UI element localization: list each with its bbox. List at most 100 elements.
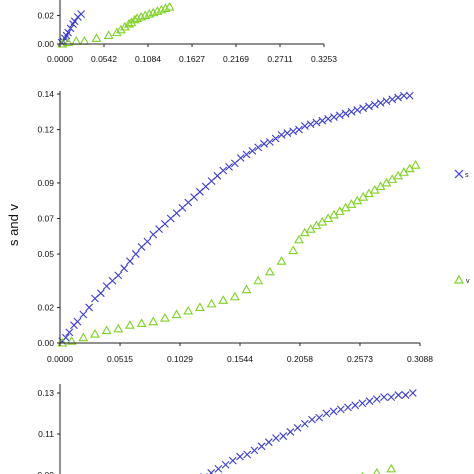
data-point-s — [250, 446, 259, 455]
x-tick-label: 0.1029 — [167, 354, 193, 364]
data-point-s — [207, 469, 216, 474]
data-point-s — [322, 409, 331, 418]
data-point-s — [388, 95, 397, 104]
data-point-v — [373, 467, 381, 474]
data-point-s — [85, 303, 94, 312]
x-tick-label: 0.2573 — [347, 354, 373, 364]
data-point-v — [148, 316, 159, 326]
panel-bottom-y-ticks: 0.13 0.11 0.09 — [37, 388, 60, 474]
x-tick-label: 0.0000 — [47, 354, 73, 364]
data-point-s — [295, 125, 303, 134]
data-point-v — [164, 1, 175, 11]
data-point-s — [365, 397, 374, 406]
data-point-s — [228, 456, 237, 465]
x-tick-label: 0.2711 — [267, 54, 293, 64]
panel-bottom-points — [200, 389, 417, 474]
data-point-v — [276, 256, 287, 265]
data-point-v — [410, 160, 421, 169]
data-point-v — [90, 328, 100, 338]
data-point-v — [159, 312, 170, 322]
data-point-s — [283, 129, 292, 138]
y-tick-label: 0.02 — [37, 302, 54, 312]
data-point-s — [335, 111, 344, 120]
data-point-s — [214, 464, 223, 473]
y-tick-label: 0.09 — [37, 470, 54, 474]
x-tick-label: 0.1544 — [227, 354, 253, 364]
data-point-v — [101, 325, 112, 335]
data-point-v — [136, 11, 147, 21]
data-point-v — [66, 336, 77, 345]
data-point-v — [264, 266, 275, 276]
data-point-s — [243, 450, 252, 459]
data-point-s — [344, 403, 352, 412]
data-point-v — [126, 17, 137, 27]
data-point-s — [66, 24, 75, 33]
x-tick-label: 0.3088 — [407, 354, 433, 364]
data-point-s — [329, 407, 338, 416]
data-point-s — [300, 122, 309, 130]
panel-bottom: 0.13 0.11 0.09 — [37, 384, 417, 474]
data-point-s — [382, 97, 391, 106]
data-point-v — [241, 284, 252, 294]
data-point-v — [229, 291, 240, 301]
data-point-v — [71, 36, 82, 45]
data-point-v — [156, 4, 167, 14]
data-point-v — [218, 295, 229, 304]
x-tick-label: 0.1627 — [179, 54, 205, 64]
panel-middle-x-ticks: 0.0000 0.0515 0.1029 0.1544 0.2058 0.2573 0.30… — [47, 343, 433, 364]
data-point-s — [306, 120, 315, 129]
x-tick-label: 0.0515 — [107, 354, 133, 364]
legend-label-v: v — [466, 278, 470, 285]
data-point-s — [64, 28, 73, 37]
data-point-v — [148, 7, 159, 17]
data-point-v — [63, 37, 74, 47]
data-point-s — [254, 143, 263, 152]
data-point-s — [131, 250, 140, 258]
data-point-v — [125, 320, 135, 329]
x-tick-label: 0.2058 — [287, 354, 313, 364]
data-point-v — [171, 309, 182, 319]
data-point-s — [394, 391, 403, 399]
x-tick-label: 0.1084 — [135, 54, 161, 64]
y-tick-label: 0.12 — [37, 125, 54, 135]
data-point-v — [132, 13, 143, 22]
y-tick-label: 0.00 — [37, 39, 54, 49]
panel-top: 0.0000 0.0542 0.1084 0.1627 0.2169 0.2711 0.32… — [37, 0, 337, 64]
data-point-v — [386, 463, 397, 473]
data-point-s — [221, 460, 230, 469]
data-point-v — [253, 275, 264, 285]
data-point-s — [77, 10, 85, 19]
y-tick-label: 0.13 — [37, 388, 54, 398]
data-point-s — [341, 109, 350, 118]
data-point-v — [79, 36, 90, 45]
data-point-s — [236, 452, 244, 461]
data-point-s — [365, 102, 373, 111]
data-point-s — [272, 434, 280, 442]
data-point-s — [408, 389, 417, 397]
data-point-s — [143, 237, 152, 246]
data-point-s — [376, 99, 385, 107]
data-point-s — [308, 415, 316, 424]
data-point-v — [194, 302, 205, 311]
data-point-v — [288, 245, 299, 255]
y-tick-label: 0.02 — [37, 11, 54, 21]
data-point-s — [126, 257, 134, 266]
panel-middle-points — [57, 91, 421, 347]
panel-middle: 0.0000 0.0515 0.1029 0.1544 0.2058 0.2573 0.30… — [6, 89, 470, 364]
data-point-s — [394, 93, 402, 102]
data-point-s — [265, 138, 274, 146]
legend-entry-s: s — [454, 169, 469, 179]
data-point-v — [160, 3, 171, 12]
data-point-s — [264, 438, 273, 447]
data-point-s — [260, 139, 268, 148]
data-point-s — [401, 391, 410, 399]
data-point-v — [129, 14, 140, 24]
data-point-s — [293, 423, 302, 432]
data-point-s — [279, 432, 288, 440]
legend-entry-v: v — [453, 274, 470, 285]
data-point-s — [96, 289, 105, 298]
data-point-s — [225, 163, 233, 171]
y-tick-label: 0.14 — [37, 89, 54, 99]
data-point-s — [330, 113, 338, 122]
